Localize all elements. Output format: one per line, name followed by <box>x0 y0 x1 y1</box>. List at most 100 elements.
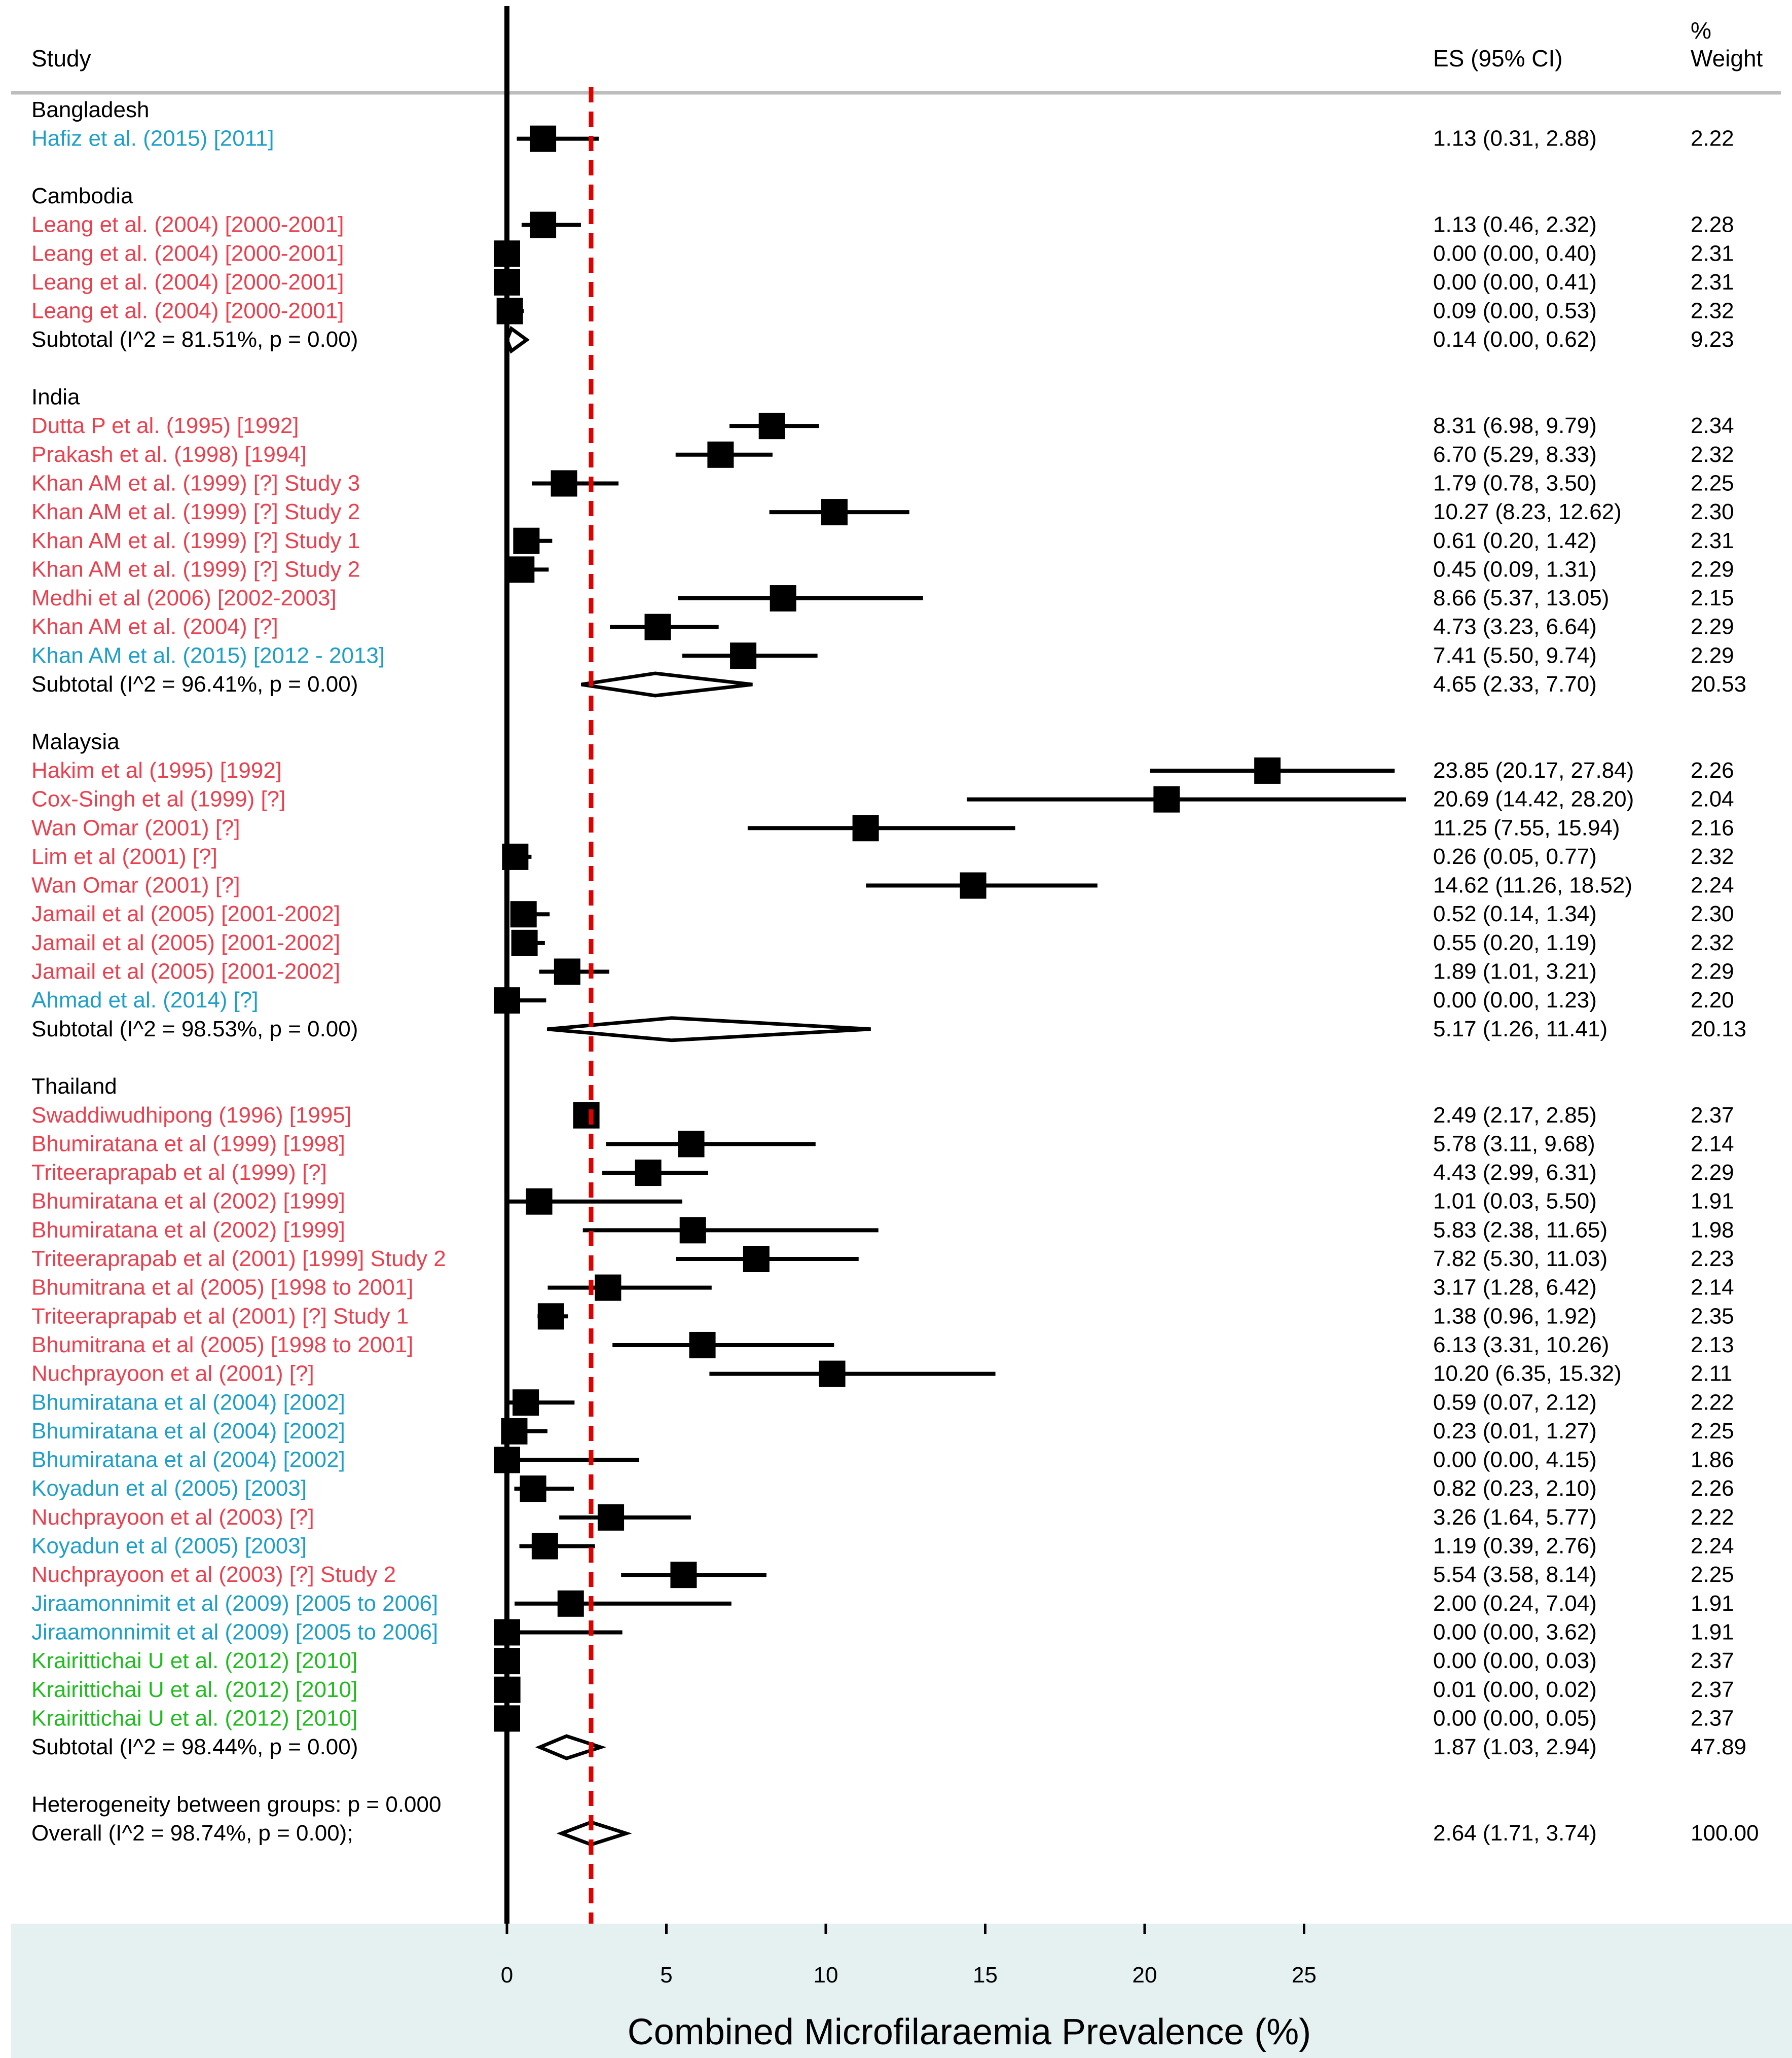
weight-value: 1.98 <box>1691 1217 1734 1242</box>
es-ci-value: 0.00 (0.00, 0.05) <box>1433 1706 1597 1730</box>
es-ci-value: 5.83 (2.38, 11.65) <box>1433 1217 1607 1242</box>
effect-square <box>508 556 535 583</box>
study-label: Hakim et al (1995) [1992] <box>31 758 282 783</box>
study-label: Bhumiratana et al (2004) [2002] <box>31 1419 345 1443</box>
es-ci-value: 8.66 (5.37, 13.05) <box>1433 586 1609 610</box>
weight-value: 2.22 <box>1691 126 1734 151</box>
weight-value: 2.31 <box>1691 241 1734 266</box>
weight-value: 2.16 <box>1691 815 1734 840</box>
weight-value: 2.29 <box>1691 959 1734 984</box>
es-ci-value: 0.09 (0.00, 0.53) <box>1433 299 1597 323</box>
effect-square <box>598 1504 625 1531</box>
weight-value: 2.25 <box>1691 471 1734 495</box>
weight-value: 2.30 <box>1691 901 1734 926</box>
study-label: Leang et al. (2004) [2000-2001] <box>31 299 344 323</box>
weight-value: 2.32 <box>1691 844 1734 869</box>
study-label: Triteeraprapab et al (2001) [?] Study 1 <box>31 1304 409 1328</box>
study-label: Krairittichai U et al. (2012) [2010] <box>31 1706 357 1730</box>
weight-value: 47.89 <box>1691 1735 1746 1759</box>
effect-square <box>819 1360 846 1387</box>
effect-square <box>770 585 796 612</box>
es-ci-value: 0.61 (0.20, 1.42) <box>1433 528 1597 553</box>
weight-value: 2.25 <box>1691 1562 1734 1587</box>
effect-square <box>1254 757 1281 784</box>
weight-value: 20.13 <box>1691 1017 1746 1041</box>
study-label: Cox-Singh et al (1999) [?] <box>31 787 285 812</box>
weight-value: 2.11 <box>1691 1361 1732 1386</box>
es-ci-value: 20.69 (14.42, 28.20) <box>1433 787 1634 812</box>
header-weight: Weight <box>1691 45 1763 71</box>
x-tick-label: 5 <box>660 1963 672 1988</box>
effect-square <box>496 298 523 324</box>
weight-value: 2.37 <box>1691 1677 1734 1702</box>
weight-value: 2.04 <box>1691 787 1734 812</box>
study-label: Bhumiratana et al (2002) [1999] <box>31 1217 345 1242</box>
effect-square <box>557 1590 584 1617</box>
weight-value: 2.37 <box>1691 1103 1734 1128</box>
es-ci-value: 3.17 (1.28, 6.42) <box>1433 1275 1597 1300</box>
study-label: Krairittichai U et al. (2012) [2010] <box>31 1677 357 1702</box>
study-label: Jamail et al (2005) [2001-2002] <box>31 959 340 984</box>
study-label: Krairittichai U et al. (2012) [2010] <box>31 1648 357 1673</box>
es-ci-value: 1.89 (1.01, 3.21) <box>1433 959 1597 984</box>
es-ci-value: 8.31 (6.98, 9.79) <box>1433 413 1597 438</box>
study-label: Swaddiwudhipong (1996) [1995] <box>31 1103 351 1128</box>
pooled-diamond <box>556 1820 632 1847</box>
study-label: Khan AM et al. (2004) [?] <box>31 615 278 639</box>
weight-value: 1.91 <box>1691 1591 1734 1616</box>
x-tick-label: 20 <box>1132 1963 1157 1988</box>
study-label: Leang et al. (2004) [2000-2001] <box>31 270 344 295</box>
study-label: Jamail et al (2005) [2001-2002] <box>31 901 340 926</box>
study-label: Bhumitrana et al (2005) [1998 to 2001] <box>31 1332 413 1357</box>
header-study: Study <box>31 45 91 71</box>
effect-square <box>821 499 848 526</box>
study-label: Prakash et al. (1998) [1994] <box>31 442 307 467</box>
heterogeneity-label: Heterogeneity between groups: p = 0.000 <box>31 1792 441 1817</box>
es-ci-value: 6.13 (3.31, 10.26) <box>1433 1332 1609 1357</box>
weight-value: 2.29 <box>1691 557 1734 582</box>
weight-value: 2.14 <box>1691 1275 1734 1300</box>
weight-value: 1.86 <box>1691 1448 1734 1472</box>
study-label: Khan AM et al. (1999) [?] Study 1 <box>31 528 360 553</box>
effect-square <box>573 1102 600 1129</box>
es-ci-value: 23.85 (20.17, 27.84) <box>1433 758 1634 783</box>
weight-value: 2.32 <box>1691 442 1734 467</box>
effect-square <box>670 1562 697 1588</box>
effect-square <box>510 901 537 928</box>
study-rows: Bangladesh Hafiz et al. (2015) [2011] 1.13… <box>31 97 1759 1846</box>
study-label: Medhi et al (2006) [2002-2003] <box>31 586 337 610</box>
study-label: Nuchprayoon et al (2003) [?] Study 2 <box>31 1562 396 1587</box>
weight-value: 2.32 <box>1691 299 1734 323</box>
x-axis: 0 5 10 15 20 25 <box>501 1924 1316 1988</box>
weight-value: 2.37 <box>1691 1648 1734 1673</box>
effect-square <box>1153 786 1180 813</box>
weight-value: 2.22 <box>1691 1505 1734 1530</box>
es-ci-value: 0.26 (0.05, 0.77) <box>1433 844 1597 869</box>
weight-value: 2.31 <box>1691 528 1734 553</box>
effect-square <box>513 1389 539 1416</box>
effect-square <box>678 1131 705 1158</box>
study-label: Jiraamonnimit et al (2009) [2005 to 2006… <box>31 1619 438 1644</box>
es-ci-value: 2.00 (0.24, 7.04) <box>1433 1591 1597 1616</box>
es-ci-value: 0.00 (0.00, 0.40) <box>1433 241 1597 266</box>
es-ci-value: 5.78 (3.11, 9.68) <box>1433 1131 1595 1156</box>
effect-square <box>707 441 734 468</box>
study-label: Lim et al (2001) [?] <box>31 844 217 869</box>
x-tick-label: 10 <box>814 1963 838 1988</box>
header-es: ES (95% CI) <box>1433 45 1563 71</box>
study-label: Bhumiratana et al (2002) [1999] <box>31 1189 345 1214</box>
weight-value: 2.22 <box>1691 1390 1734 1415</box>
weight-value: 2.15 <box>1691 586 1734 610</box>
effect-square <box>554 958 580 985</box>
es-ci-value: 0.59 (0.07, 2.12) <box>1433 1390 1597 1415</box>
es-ci-value: 6.70 (5.29, 8.33) <box>1433 442 1597 467</box>
es-ci-value: 1.01 (0.03, 5.50) <box>1433 1189 1597 1214</box>
weight-value: 2.20 <box>1691 988 1734 1013</box>
subtotal-label: Subtotal (I^2 = 98.53%, p = 0.00) <box>31 1017 358 1041</box>
effect-square <box>530 211 557 238</box>
es-ci-value: 2.49 (2.17, 2.85) <box>1433 1103 1597 1128</box>
group-name: Thailand <box>31 1074 117 1099</box>
effect-square <box>551 470 577 497</box>
es-ci-value: 2.64 (1.71, 3.74) <box>1433 1821 1597 1846</box>
